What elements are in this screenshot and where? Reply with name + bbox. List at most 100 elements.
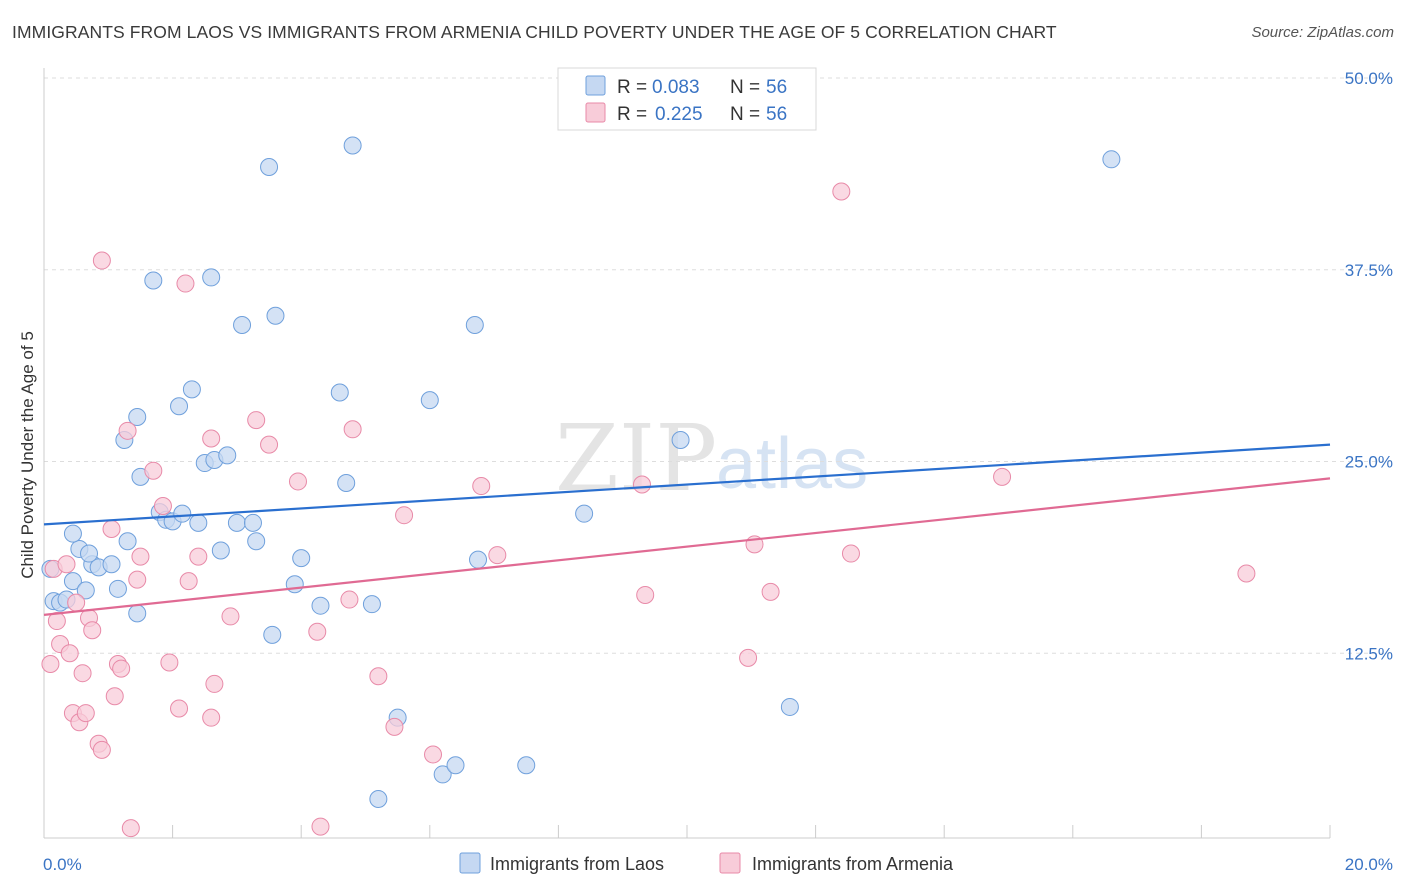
armenia-point-44	[395, 506, 414, 525]
laos-point-39	[292, 549, 311, 568]
watermark: ZIP atlas	[555, 405, 868, 512]
laos-point-30	[218, 446, 237, 465]
armenia-point-5	[60, 644, 79, 663]
armenia-point-19	[112, 659, 131, 678]
legend-n-value-laos: 56	[766, 77, 787, 98]
armenia-point-24	[144, 461, 163, 480]
laos-point-33	[243, 513, 262, 532]
armenia-point-23	[131, 547, 150, 566]
armenia-point-32	[202, 429, 221, 448]
armenia-point-14	[92, 740, 111, 759]
laos-point-43	[343, 136, 362, 155]
armenia-point-21	[121, 819, 140, 838]
laos-point-38	[285, 575, 304, 594]
armenia-point-34	[221, 607, 240, 626]
armenia-point-48	[632, 475, 651, 494]
x-tick-label-min: 0.0%	[43, 855, 82, 874]
laos-point-11	[108, 579, 127, 598]
laos-point-53	[575, 504, 594, 523]
armenia-point-4	[57, 555, 76, 574]
y-tick-label-3: 50.0%	[1345, 69, 1393, 88]
armenia-point-29	[179, 572, 198, 591]
laos-point-12	[102, 555, 121, 574]
laos-point-10	[80, 544, 99, 563]
armenia-point-28	[176, 274, 195, 293]
series-armenia-points	[41, 182, 1256, 838]
laos-point-16	[128, 408, 147, 427]
armenia-point-31	[202, 708, 221, 727]
legend-n-label-armenia: N =	[730, 104, 760, 125]
laos-point-13	[118, 532, 137, 551]
armenia-point-25	[153, 496, 172, 515]
legend-bottom-label-armenia: Immigrants from Armenia	[752, 854, 954, 874]
armenia-point-27	[170, 699, 189, 718]
armenia-point-22	[128, 570, 147, 589]
laos-point-4	[63, 572, 82, 591]
watermark-atlas: atlas	[716, 424, 868, 504]
armenia-point-45	[424, 745, 443, 764]
laos-point-22	[170, 397, 189, 416]
y-tick-label-0: 12.5%	[1345, 644, 1393, 663]
laos-point-35	[260, 157, 279, 176]
armenia-point-10	[76, 704, 95, 723]
armenia-point-36	[260, 435, 279, 454]
trendlines	[43, 443, 1331, 616]
laos-point-37	[266, 306, 285, 325]
laos-point-48	[433, 765, 452, 784]
armenia-point-43	[385, 717, 404, 736]
legend-r-label-armenia: R =	[617, 104, 647, 125]
laos-point-36	[263, 625, 282, 644]
series-laos-points	[41, 136, 1121, 808]
armenia-point-47	[488, 546, 507, 565]
laos-point-31	[227, 513, 246, 532]
armenia-point-9	[73, 664, 92, 683]
legend-r-value-armenia: 0.225	[655, 104, 703, 125]
armenia-point-52	[761, 582, 780, 601]
armenia-point-39	[311, 817, 330, 836]
armenia-point-17	[105, 687, 124, 706]
legend-n-label-laos: N =	[730, 77, 760, 98]
laos-point-29	[211, 541, 230, 560]
armenia-point-38	[308, 622, 327, 641]
laos-point-6	[76, 581, 95, 600]
laos-point-52	[517, 756, 536, 775]
laos-point-14	[128, 604, 147, 623]
laos-point-56	[1102, 150, 1121, 169]
laos-point-44	[362, 595, 381, 614]
armenia-point-40	[340, 590, 359, 609]
armenia-point-33	[205, 674, 224, 693]
laos-point-55	[780, 697, 799, 716]
armenia-point-12	[83, 621, 102, 640]
armenia-point-15	[92, 251, 111, 270]
laos-point-49	[446, 756, 465, 775]
laos-point-40	[311, 596, 330, 615]
x-tick-label-max: 20.0%	[1345, 855, 1393, 874]
armenia-point-30	[189, 547, 208, 566]
armenia-point-42	[369, 667, 388, 686]
y-tick-label-1: 25.0%	[1345, 453, 1393, 472]
armenia-point-53	[832, 182, 851, 201]
armenia-point-26	[160, 653, 179, 672]
armenia-point-46	[472, 477, 491, 496]
laos-point-42	[337, 473, 356, 492]
armenia-point-0	[41, 654, 60, 673]
armenia-point-37	[288, 472, 307, 491]
y-tick-labels: 12.5% 25.0% 37.5% 50.0%	[1345, 69, 1393, 663]
laos-point-41	[330, 383, 349, 402]
legend-n-value-armenia: 56	[766, 104, 787, 125]
legend-bottom: Immigrants from Laos Immigrants from Arm…	[459, 852, 954, 874]
laos-point-23	[173, 504, 192, 523]
armenia-point-54	[841, 544, 860, 563]
laos-point-51	[469, 550, 488, 569]
armenia-point-35	[247, 411, 266, 430]
x-ticks	[43, 825, 1331, 838]
armenia-point-41	[343, 420, 362, 439]
legend-swatch-laos	[585, 75, 606, 96]
laos-trendline	[43, 443, 1331, 526]
armenia-point-55	[993, 467, 1012, 486]
gridlines	[44, 77, 1394, 654]
laos-point-54	[671, 431, 690, 450]
laos-point-34	[247, 532, 266, 551]
laos-point-45	[369, 789, 388, 808]
source-label: Source: ZipAtlas.com	[1251, 24, 1394, 41]
